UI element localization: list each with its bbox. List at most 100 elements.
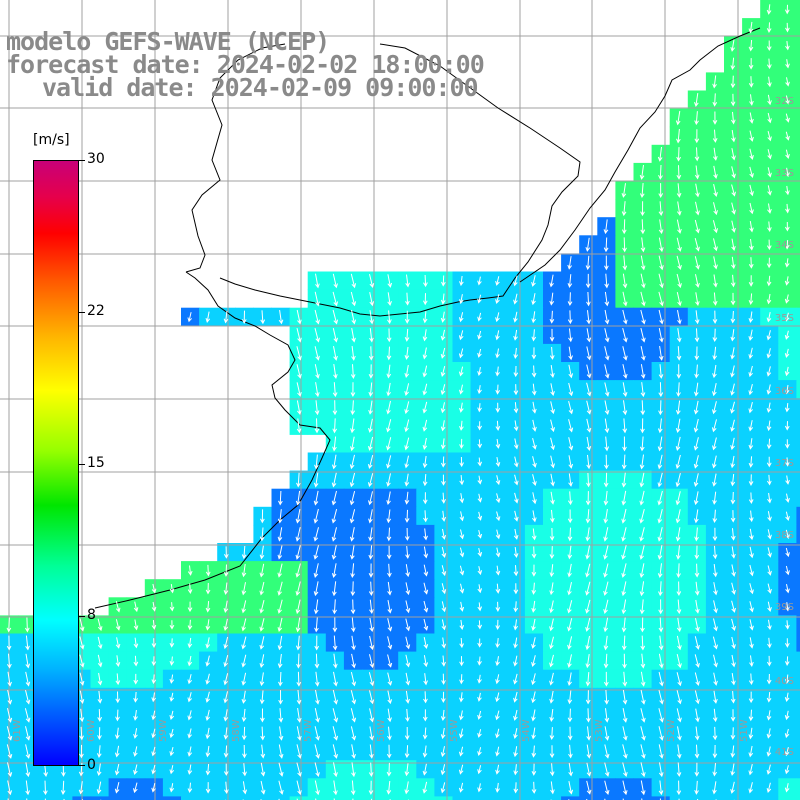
wind-vector-arrow (151, 728, 156, 739)
wind-vector-arrow (749, 655, 754, 667)
wind-vector-arrow (260, 762, 266, 777)
wind-vector-arrow (532, 437, 537, 450)
wind-vector-arrow (259, 563, 265, 578)
wind-vector-arrow (331, 563, 337, 579)
wind-vector-arrow (151, 601, 157, 612)
wind-vector-arrow (114, 745, 120, 758)
wind-vector-arrow (278, 671, 283, 687)
wind-vector-arrow (259, 690, 265, 705)
wind-vector-arrow (423, 618, 429, 631)
wind-vector-arrow (405, 564, 410, 578)
wind-vector-arrow (640, 382, 646, 398)
wind-vector-arrow (513, 673, 518, 685)
wind-vector-arrow (223, 564, 229, 577)
wind-speed-cell (325, 796, 345, 800)
wind-vector-arrow (295, 581, 301, 597)
wind-vector-arrow (315, 273, 320, 289)
wind-vector-arrow (586, 346, 592, 361)
wind-vector-arrow (459, 656, 464, 667)
wind-vector-arrow (766, 275, 772, 287)
valid-date: valid date: 2024-02-09 09:00:00 (42, 73, 479, 102)
wind-speed-cell (54, 796, 73, 800)
wind-vector-arrow (477, 729, 482, 738)
wind-vector-arrow (567, 256, 572, 270)
wind-vector-arrow (784, 312, 790, 322)
wind-vector-arrow (585, 563, 591, 578)
wind-vector-arrow (748, 39, 754, 52)
wind-vector-arrow (658, 671, 664, 687)
wind-vector-arrow (730, 455, 735, 469)
wind-vector-arrow (713, 274, 718, 288)
wind-speed-cell (615, 796, 634, 800)
wind-vector-arrow (586, 726, 591, 741)
wind-vector-arrow (259, 636, 265, 650)
wind-vector-arrow (187, 601, 193, 613)
wind-vector-arrow (694, 581, 700, 596)
wind-vector-arrow (603, 472, 609, 488)
wind-speed-cell (362, 796, 381, 800)
wind-vector-arrow (260, 310, 266, 325)
wind-vector-arrow (622, 400, 628, 416)
wind-vector-arrow (640, 201, 645, 217)
wind-vector-arrow (658, 635, 664, 651)
wind-vector-arrow (422, 311, 428, 324)
wind-vector-arrow (585, 545, 590, 560)
wind-vector-arrow (568, 762, 573, 777)
wind-vector-arrow (513, 456, 519, 468)
wind-vector-arrow (658, 762, 664, 778)
wind-vector-arrow (730, 292, 736, 306)
wind-vector-arrow (640, 309, 646, 325)
wind-vector-arrow (367, 454, 374, 470)
wind-vector-arrow (404, 527, 410, 541)
wind-speed-cell (307, 796, 327, 800)
wind-vector-arrow (693, 418, 699, 433)
wind-vector-arrow (313, 527, 319, 542)
wind-vector-arrow (423, 673, 428, 686)
wind-vector-arrow (731, 148, 736, 161)
wind-vector-arrow (712, 636, 718, 650)
wind-speed-cell (796, 108, 800, 128)
wind-vector-arrow (422, 745, 428, 758)
wind-vector-arrow (657, 454, 663, 470)
wind-vector-arrow (133, 601, 139, 613)
wind-vector-arrow (749, 619, 754, 631)
wind-vector-arrow (694, 672, 700, 687)
wind-vector-arrow (295, 490, 301, 506)
wind-vector-arrow (640, 345, 646, 361)
wind-vector-arrow (603, 671, 609, 687)
wind-vector-arrow (639, 581, 645, 597)
wind-vector-arrow (549, 564, 555, 578)
wind-vector-arrow (549, 310, 555, 324)
wind-vector-arrow (567, 527, 573, 542)
wind-vector-arrow (314, 744, 320, 759)
wind-vector-arrow (387, 581, 392, 596)
wind-vector-arrow (513, 746, 518, 758)
colorbar-tick-8: 8 (87, 607, 96, 623)
wind-vector-arrow (675, 400, 681, 415)
wind-vector-arrow (531, 546, 537, 559)
wind-vector-arrow (767, 167, 772, 178)
wind-vector-arrow (296, 708, 302, 723)
wind-vector-arrow (459, 710, 464, 721)
wind-vector-arrow (115, 709, 120, 722)
wind-vector-arrow (241, 708, 247, 723)
wind-vector-arrow (278, 744, 284, 759)
wind-vector-arrow (404, 437, 410, 451)
wind-vector-arrow (694, 545, 700, 560)
wind-vector-arrow (748, 727, 754, 740)
wind-vector-arrow (657, 508, 663, 524)
wind-vector-arrow (187, 782, 193, 794)
wind-vector-arrow (640, 237, 646, 253)
wind-vector-arrow (260, 780, 266, 795)
wind-vector-arrow (495, 276, 500, 286)
lon-label: 59W (158, 719, 169, 742)
wind-vector-arrow (622, 689, 628, 705)
wind-vector-arrow (513, 637, 518, 649)
colorbar-unit: [m/s] (33, 132, 70, 148)
wind-vector-arrow (694, 382, 699, 397)
wind-vector-arrow (531, 709, 536, 722)
wind-vector-arrow (260, 726, 265, 741)
wind-vector-arrow (331, 527, 337, 542)
wind-vector-arrow (730, 528, 736, 541)
wind-vector-arrow (313, 581, 319, 597)
